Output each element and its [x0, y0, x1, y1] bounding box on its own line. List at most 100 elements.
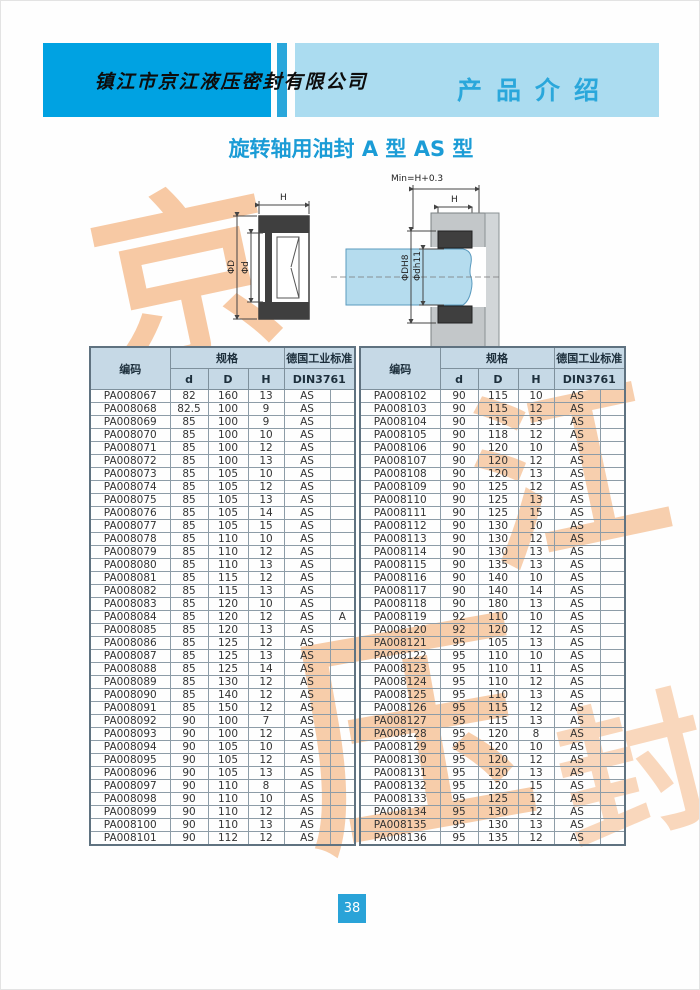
- table-cell: PA008086: [89, 636, 171, 650]
- table-cell: [329, 532, 356, 546]
- table-cell: 115: [477, 389, 519, 403]
- table-cell: AS: [553, 727, 601, 741]
- table-cell: 95: [439, 740, 479, 754]
- table-cell: 85: [169, 649, 209, 663]
- table-cell: [599, 454, 626, 468]
- table-cell: 105: [207, 519, 249, 533]
- header-band-dark: [43, 43, 271, 117]
- seal-section-view: H ΦD Φd: [227, 193, 310, 320]
- table-cell: PA008076: [89, 506, 171, 520]
- table-cell: PA008081: [89, 571, 171, 585]
- table-cell: [599, 766, 626, 780]
- table-cell: 135: [477, 558, 519, 572]
- table-cell: [599, 701, 626, 715]
- table-cell: 12: [517, 805, 555, 819]
- table-row: PA008095 90 105 12 AS: [89, 753, 356, 767]
- dim-phi-dh11: Φdh11: [413, 251, 423, 281]
- table-cell: 125: [477, 506, 519, 520]
- table-cell: 12: [517, 402, 555, 416]
- table-row: PA008092 90 100 7 AS: [89, 714, 356, 728]
- table-cell: PA008083: [89, 597, 171, 611]
- table-row: PA008110 90 125 13 AS: [359, 493, 626, 507]
- table-cell: PA008114: [359, 545, 441, 559]
- table-cell: 92: [439, 610, 479, 624]
- table-cell: PA008095: [89, 753, 171, 767]
- table-cell: AS: [553, 493, 601, 507]
- table-cell: 95: [439, 805, 479, 819]
- table-cell: 13: [517, 493, 555, 507]
- table-cell: [599, 545, 626, 559]
- dim-phi-D: ΦD: [227, 260, 237, 274]
- table-cell: AS: [553, 688, 601, 702]
- table-cell: 90: [439, 480, 479, 494]
- table-cell: PA008087: [89, 649, 171, 663]
- table-cell: 120: [477, 454, 519, 468]
- table-cell: 95: [439, 701, 479, 715]
- table-cell: [329, 727, 356, 741]
- table-cell: 120: [477, 467, 519, 481]
- table-cell: 13: [517, 597, 555, 611]
- table-cell: PA008122: [359, 649, 441, 663]
- table-cell: AS: [283, 597, 331, 611]
- table-cell: 110: [207, 792, 249, 806]
- table-cell: 85: [169, 597, 209, 611]
- table-cell: [329, 753, 356, 767]
- table-cell: A: [329, 610, 356, 624]
- table-cell: AS: [283, 558, 331, 572]
- table-cell: [599, 493, 626, 507]
- table-cell: AS: [283, 623, 331, 637]
- table-row: PA008108 90 120 13 AS: [359, 467, 626, 481]
- table-cell: 10: [517, 519, 555, 533]
- table-cell: 120: [477, 753, 519, 767]
- table-cell: PA008069: [89, 415, 171, 429]
- table-cell: 12: [517, 831, 555, 846]
- table-row: PA008094 90 105 10 AS: [89, 740, 356, 754]
- table-cell: 125: [207, 649, 249, 663]
- table-row: PA008132 95 120 15 AS: [359, 779, 626, 793]
- table-cell: 7: [247, 714, 285, 728]
- col-header-d: d: [169, 368, 209, 390]
- page-number: 38: [338, 894, 366, 923]
- table-cell: PA008084: [89, 610, 171, 624]
- table-cell: AS: [283, 779, 331, 793]
- table-cell: AS: [553, 675, 601, 689]
- dim-h-right: H: [451, 195, 458, 205]
- table-cell: 105: [207, 467, 249, 481]
- table-cell: PA008110: [359, 493, 441, 507]
- table-row: PA008099 90 110 12 AS: [89, 805, 356, 819]
- table-cell: 10: [517, 610, 555, 624]
- table-cell: 90: [439, 493, 479, 507]
- table-cell: PA008091: [89, 701, 171, 715]
- table-cell: AS: [553, 623, 601, 637]
- table-cell: 12: [247, 688, 285, 702]
- table-cell: PA008133: [359, 792, 441, 806]
- table-cell: 100: [207, 402, 249, 416]
- table-cell: AS: [283, 493, 331, 507]
- table-cell: PA008132: [359, 779, 441, 793]
- table-cell: 10: [517, 389, 555, 403]
- table-row: PA008120 92 120 12 AS: [359, 623, 626, 637]
- table-cell: 115: [207, 584, 249, 598]
- table-row: PA008103 90 115 12 AS: [359, 402, 626, 416]
- table-cell: 135: [477, 831, 519, 846]
- table-cell: PA008089: [89, 675, 171, 689]
- table-row: PA008068 82.5 100 9 AS: [89, 402, 356, 416]
- table-cell: [599, 792, 626, 806]
- table-cell: 130: [477, 519, 519, 533]
- table-row: PA008071 85 100 12 AS: [89, 441, 356, 455]
- table-cell: [329, 584, 356, 598]
- table-cell: 110: [477, 649, 519, 663]
- table-cell: 90: [169, 818, 209, 832]
- table-cell: 115: [477, 701, 519, 715]
- table-cell: AS: [283, 818, 331, 832]
- table-row: PA008121 95 105 13 AS: [359, 636, 626, 650]
- table-row: PA008127 95 115 13 AS: [359, 714, 626, 728]
- dim-phi-DH8: ΦDH8: [401, 254, 411, 281]
- table-cell: 95: [439, 649, 479, 663]
- table-row: PA008097 90 110 8 AS: [89, 779, 356, 793]
- table-cell: [599, 675, 626, 689]
- table-cell: 15: [247, 519, 285, 533]
- table-cell: 85: [169, 467, 209, 481]
- table-cell: [599, 428, 626, 442]
- table-cell: 8: [247, 779, 285, 793]
